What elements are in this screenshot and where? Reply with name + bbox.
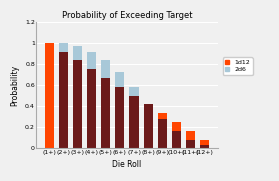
Bar [129, 87, 139, 96]
Bar [59, 52, 68, 148]
Bar [101, 78, 110, 148]
Bar [186, 131, 195, 140]
Bar [115, 87, 124, 148]
Bar [115, 72, 124, 87]
Bar [158, 113, 167, 119]
Bar [200, 140, 209, 146]
Bar [59, 43, 68, 52]
Bar [144, 104, 153, 148]
Bar [172, 131, 181, 148]
Bar [87, 52, 96, 69]
Bar [172, 122, 181, 131]
Bar [186, 140, 195, 148]
Y-axis label: Probability: Probability [10, 64, 20, 106]
Bar [158, 119, 167, 148]
Bar [101, 60, 110, 78]
Legend: 1d12, 2d6: 1d12, 2d6 [223, 57, 253, 75]
Bar [200, 146, 209, 148]
X-axis label: Die Roll: Die Roll [112, 160, 141, 169]
Title: Probability of Exceeding Target: Probability of Exceeding Target [62, 10, 192, 20]
Bar [129, 96, 139, 148]
Bar [73, 46, 82, 60]
Bar [73, 60, 82, 148]
Bar [45, 43, 54, 148]
Bar [87, 69, 96, 148]
